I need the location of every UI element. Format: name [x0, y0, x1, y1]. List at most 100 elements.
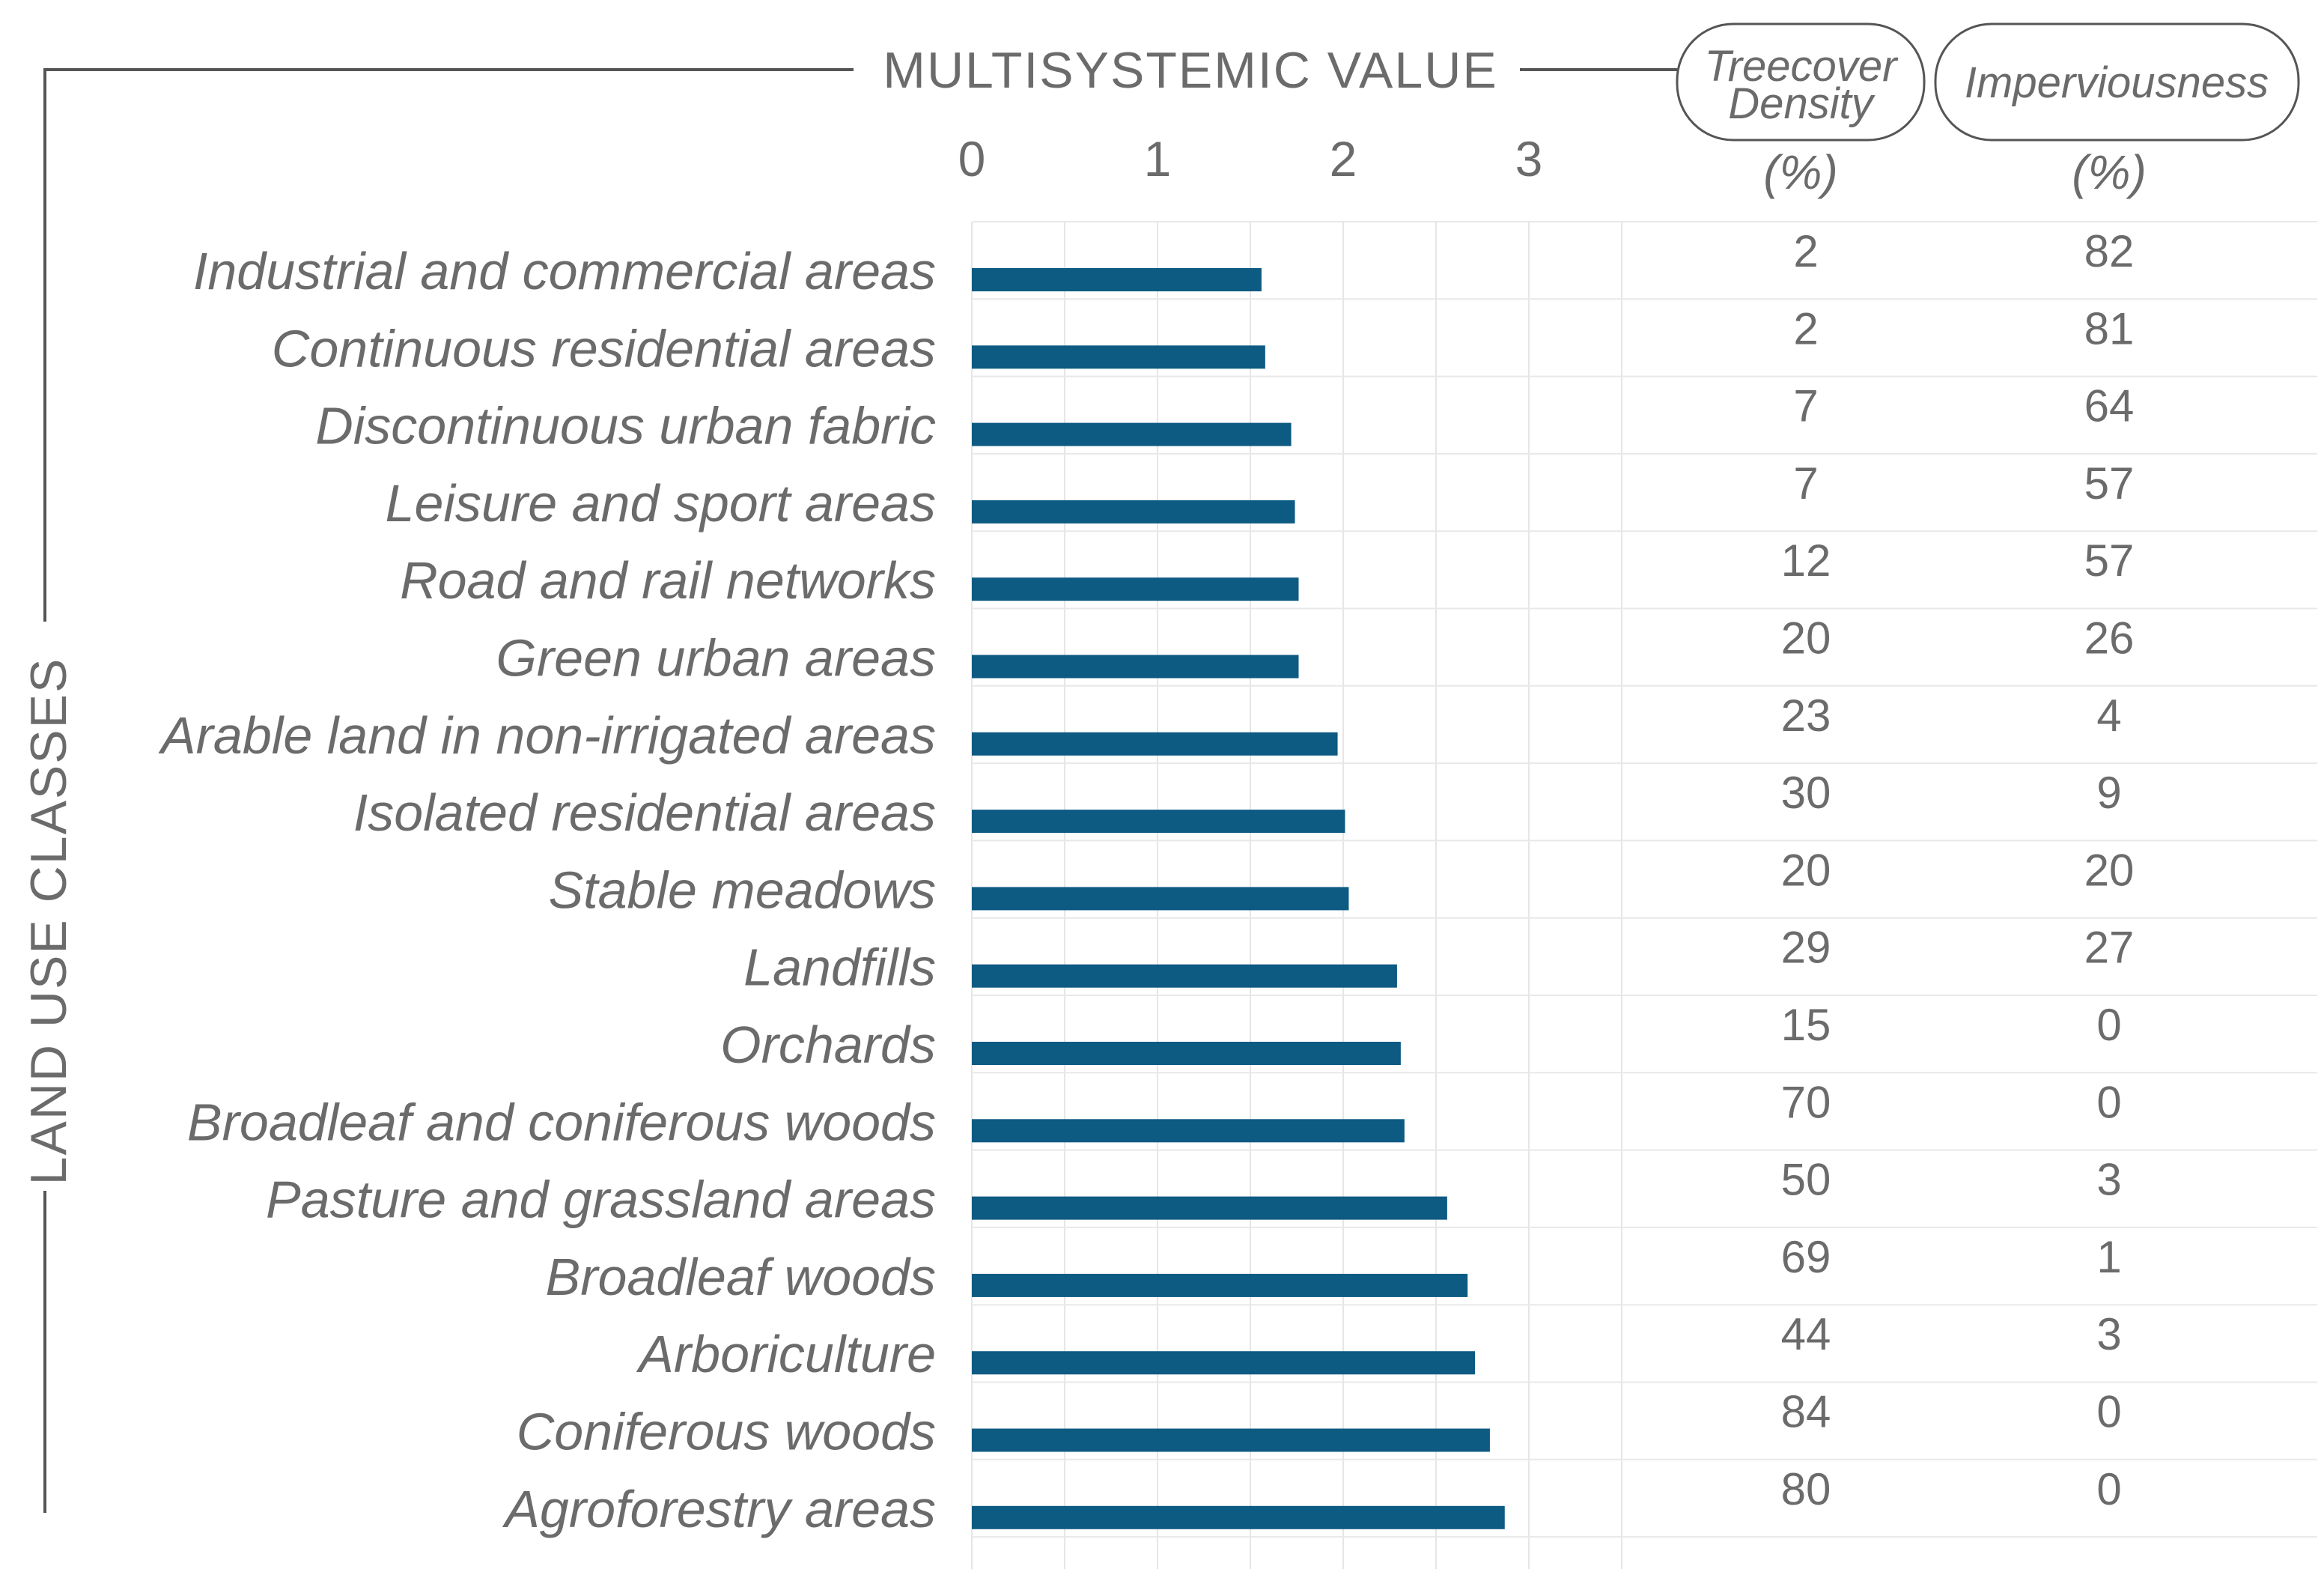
treecover-header-line2: Density [1728, 79, 1875, 128]
category-label: Continuous residential areas [272, 319, 936, 377]
treecover-value: 29 [1781, 923, 1831, 973]
category-label: Isolated residential areas [353, 783, 936, 842]
bar [972, 1428, 1490, 1452]
y-axis-label: LAND USE CLASSES [20, 658, 77, 1186]
x-tick-label: 2 [1330, 131, 1357, 186]
x-tick-label: 1 [1144, 131, 1172, 186]
imperviousness-value: 0 [2096, 1387, 2121, 1437]
treecover-value: 2 [1793, 226, 1818, 276]
category-label: Discontinuous urban fabric [315, 397, 936, 455]
data-row: Industrial and commercial areas 2 82 [193, 226, 2134, 300]
bar [972, 810, 1345, 834]
data-row: Orchards 15 0 [720, 1000, 2122, 1074]
bar [972, 1042, 1401, 1065]
x-tick-label: 0 [958, 131, 986, 186]
treecover-value: 50 [1781, 1155, 1831, 1205]
x-tick-label: 3 [1515, 131, 1543, 186]
treecover-value: 23 [1781, 691, 1831, 741]
data-row: Isolated residential areas 30 9 [353, 768, 2122, 842]
bar [972, 500, 1295, 524]
chart-title: MULTISYSTEMIC VALUE [883, 42, 1497, 99]
bar [972, 1505, 1505, 1529]
imperviousness-value: 57 [2084, 458, 2135, 509]
bar [972, 268, 1262, 291]
category-label: Green urban areas [496, 629, 936, 688]
category-label: Coniferous woods [517, 1403, 936, 1461]
bar [972, 1119, 1405, 1143]
imperviousness-header-pill [1934, 22, 2300, 142]
data-row: Arable land in non-irrigated areas 23 4 [158, 691, 2122, 765]
data-row: Pasture and grassland areas 50 3 [266, 1155, 2122, 1229]
category-label: Landfills [743, 938, 936, 997]
imperviousness-unit: (%) [2072, 145, 2147, 199]
data-row: Discontinuous urban fabric 7 64 [315, 381, 2134, 455]
bar [972, 887, 1349, 911]
data-row: Broadleaf woods 69 1 [546, 1232, 2122, 1306]
x-axis-ticks: 0 1 2 3 [958, 131, 1543, 186]
treecover-value: 2 [1793, 303, 1818, 353]
imperviousness-value: 20 [2084, 845, 2135, 895]
category-label: Broadleaf woods [546, 1248, 936, 1306]
treecover-value: 15 [1781, 1000, 1831, 1050]
imperviousness-value: 0 [2096, 1077, 2121, 1127]
bar [972, 964, 1397, 988]
treecover-header-line1: Treecover [1705, 42, 1899, 91]
imperviousness-value: 0 [2096, 1464, 2121, 1514]
data-row: Coniferous woods 84 0 [517, 1387, 2122, 1461]
imperviousness-value: 0 [2096, 1000, 2121, 1050]
data-row: Road and rail networks 12 57 [400, 535, 2134, 610]
bar [972, 345, 1265, 369]
imperviousness-value: 4 [2096, 691, 2121, 741]
data-row: Landfills 29 27 [743, 923, 2134, 997]
bar [972, 1273, 1468, 1297]
imperviousness-value: 9 [2096, 768, 2121, 818]
imperviousness-value: 64 [2084, 381, 2135, 431]
imperviousness-value: 82 [2084, 226, 2135, 276]
category-label: Orchards [720, 1016, 936, 1074]
bar [972, 1351, 1476, 1375]
treecover-value: 69 [1781, 1232, 1831, 1282]
category-label: Arboriculture [636, 1325, 936, 1383]
imperviousness-value: 1 [2096, 1232, 2121, 1282]
treecover-value: 20 [1781, 613, 1831, 664]
data-row: Leisure and sport areas 7 57 [386, 458, 2135, 532]
category-label: Broadleaf and coniferous woods [187, 1093, 936, 1151]
imperviousness-value: 26 [2084, 613, 2135, 664]
category-label: Leisure and sport areas [386, 474, 936, 532]
data-row: Continuous residential areas 2 81 [272, 303, 2135, 377]
imperviousness-value: 3 [2096, 1155, 2121, 1205]
category-label: Road and rail networks [400, 551, 936, 610]
treecover-value: 12 [1781, 535, 1831, 586]
bar [972, 422, 1292, 446]
category-label: Industrial and commercial areas [193, 242, 936, 300]
category-label: Arable land in non-irrigated areas [158, 706, 936, 765]
data-row: Arboriculture 44 3 [636, 1309, 2122, 1383]
rows: Industrial and commercial areas 2 82 Contin… [158, 226, 2134, 1538]
imperviousness-value: 27 [2084, 923, 2135, 973]
treecover-value: 80 [1781, 1464, 1831, 1514]
treecover-value: 84 [1781, 1387, 1831, 1437]
imperviousness-value: 81 [2084, 303, 2135, 353]
category-label: Pasture and grassland areas [266, 1171, 936, 1229]
imperviousness-header: Imperviousness [1965, 58, 2269, 107]
data-row: Green urban areas 20 26 [496, 613, 2134, 688]
treecover-value: 30 [1781, 768, 1831, 818]
treecover-value: 7 [1793, 458, 1818, 509]
bar [972, 577, 1299, 601]
imperviousness-value: 57 [2084, 535, 2135, 586]
treecover-value: 7 [1793, 381, 1818, 431]
bar [972, 655, 1299, 679]
data-row: Broadleaf and coniferous woods 70 0 [187, 1077, 2122, 1151]
data-row: Stable meadows 20 20 [548, 845, 2134, 919]
treecover-header-pill [1676, 22, 1926, 142]
bar [972, 732, 1338, 756]
bar [972, 1196, 1447, 1220]
treecover-value: 70 [1781, 1077, 1831, 1127]
imperviousness-value: 3 [2096, 1309, 2121, 1359]
category-label: Agroforestry areas [502, 1480, 936, 1538]
data-row: Agroforestry areas 80 0 [502, 1464, 2121, 1538]
treecover-unit: (%) [1763, 145, 1838, 199]
category-label: Stable meadows [548, 861, 936, 919]
treecover-value: 20 [1781, 845, 1831, 895]
